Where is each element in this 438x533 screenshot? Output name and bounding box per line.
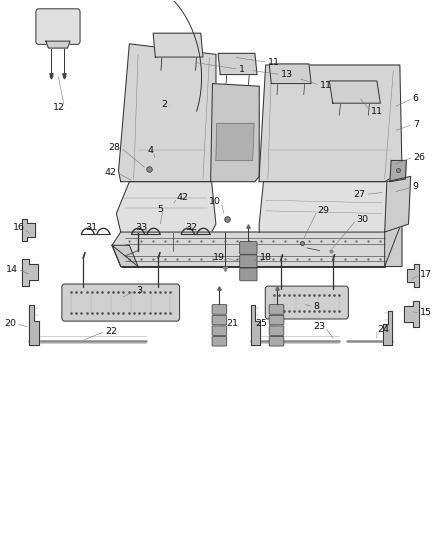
Text: 13: 13 [281,70,293,79]
Polygon shape [383,311,392,345]
Polygon shape [112,221,402,266]
FancyBboxPatch shape [212,326,227,335]
Text: 16: 16 [13,223,25,232]
Text: 11: 11 [371,107,383,116]
Polygon shape [390,160,406,182]
FancyBboxPatch shape [36,9,80,44]
Text: 24: 24 [377,325,389,334]
Text: 2: 2 [162,100,167,109]
Polygon shape [407,264,419,287]
Text: 28: 28 [109,143,121,152]
Text: 11: 11 [320,80,332,90]
Polygon shape [404,301,419,327]
Polygon shape [117,182,216,232]
Text: 15: 15 [420,308,432,317]
Polygon shape [329,81,380,103]
Polygon shape [46,41,70,48]
Text: 8: 8 [313,302,319,311]
Polygon shape [22,259,38,286]
Text: 33: 33 [135,223,148,232]
Polygon shape [153,33,203,57]
Text: 6: 6 [413,94,419,103]
Polygon shape [251,305,260,345]
Text: 9: 9 [413,182,419,191]
FancyBboxPatch shape [269,316,284,325]
FancyBboxPatch shape [212,305,227,314]
Text: 20: 20 [4,319,16,328]
Text: 7: 7 [413,120,419,129]
Text: 3: 3 [136,286,142,295]
Text: 17: 17 [420,270,432,279]
FancyBboxPatch shape [269,336,284,346]
Text: 5: 5 [157,205,163,214]
Text: 29: 29 [317,206,329,215]
FancyBboxPatch shape [212,316,227,325]
FancyBboxPatch shape [212,336,227,346]
Text: 4: 4 [147,147,153,156]
Polygon shape [259,65,402,182]
Polygon shape [269,64,311,84]
FancyBboxPatch shape [240,255,257,268]
Text: 21: 21 [226,319,238,328]
Text: 32: 32 [185,223,197,232]
Text: 11: 11 [268,58,280,67]
Text: 12: 12 [53,103,64,112]
Text: 42: 42 [104,167,117,176]
Text: 25: 25 [255,319,267,328]
Text: 10: 10 [209,197,221,206]
FancyBboxPatch shape [269,326,284,335]
Text: 27: 27 [353,190,365,199]
Polygon shape [385,221,402,266]
Text: 31: 31 [86,223,98,232]
Text: 1: 1 [239,64,245,74]
Polygon shape [22,219,35,241]
Polygon shape [218,53,257,75]
FancyBboxPatch shape [265,286,348,319]
Polygon shape [385,176,411,232]
Text: 42: 42 [177,193,189,202]
Text: 19: 19 [212,253,225,262]
Text: 14: 14 [6,265,18,273]
Polygon shape [259,182,402,232]
Text: 23: 23 [313,322,325,332]
Text: 30: 30 [357,215,369,224]
FancyBboxPatch shape [240,268,257,281]
Text: 18: 18 [260,253,272,262]
Polygon shape [211,84,259,182]
Polygon shape [216,123,254,160]
Text: 26: 26 [413,153,425,162]
Polygon shape [29,305,39,345]
Polygon shape [112,245,138,266]
Text: 22: 22 [106,327,117,336]
Polygon shape [119,44,216,182]
FancyBboxPatch shape [240,241,257,254]
FancyBboxPatch shape [269,305,284,314]
FancyBboxPatch shape [62,284,180,321]
